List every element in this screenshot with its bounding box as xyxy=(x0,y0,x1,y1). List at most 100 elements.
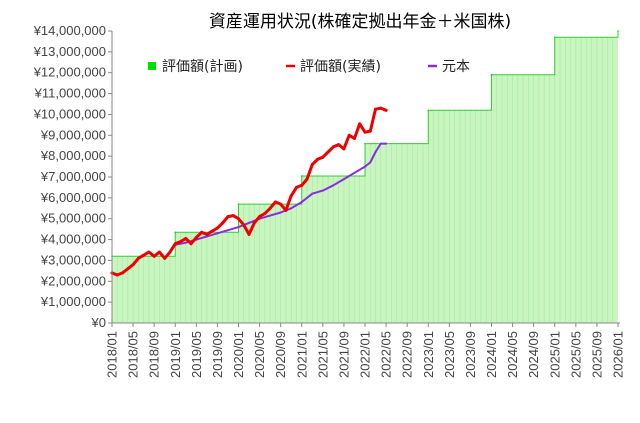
actual-line-point xyxy=(326,150,330,154)
actual-line-point xyxy=(115,273,119,277)
actual-line-point xyxy=(352,136,356,140)
actual-line-point xyxy=(126,267,130,271)
principal-line-point xyxy=(290,207,293,210)
actual-line-point xyxy=(310,162,314,166)
legend-item: 評価額(計画) xyxy=(148,59,243,75)
principal-line-point xyxy=(226,229,229,232)
actual-line-point xyxy=(205,232,209,236)
y-tick-label: ¥2,000,000 xyxy=(40,273,106,288)
chart-legend: 評価額(計画) 評価額(実績) 元本 xyxy=(148,59,470,75)
actual-line-point xyxy=(168,250,172,254)
principal-line-point xyxy=(279,211,282,214)
principal-line-point xyxy=(300,201,303,204)
plan-point xyxy=(237,203,240,205)
y-tick-label: ¥12,000,000 xyxy=(33,65,106,80)
x-tick-label: 2023/01 xyxy=(421,331,436,378)
principal-line-point xyxy=(269,214,272,217)
actual-line-point xyxy=(337,143,341,147)
x-tick-label: 2020/09 xyxy=(273,331,288,378)
plan-point xyxy=(427,109,430,112)
actual-line-point xyxy=(347,133,351,137)
legend-label: 元本 xyxy=(442,59,470,75)
plan-point xyxy=(300,175,303,177)
x-tick-label: 2019/01 xyxy=(168,331,183,378)
chart-title: 資産運用状況(株確定拠出年金＋米国株) xyxy=(209,12,511,32)
principal-line-point xyxy=(248,221,251,224)
actual-line-point xyxy=(247,232,251,236)
actual-line-point xyxy=(284,208,288,212)
actual-line-point xyxy=(316,157,320,161)
actual-line-point xyxy=(189,242,193,246)
actual-line-point xyxy=(289,194,293,198)
principal-line-point xyxy=(311,192,314,195)
actual-line-point xyxy=(379,106,383,110)
actual-line-point xyxy=(268,206,272,210)
actual-line-point xyxy=(237,217,240,221)
x-tick-label: 2019/05 xyxy=(189,331,204,378)
legend-swatch xyxy=(148,62,156,70)
legend-label: 評価額(計画) xyxy=(162,59,243,75)
principal-line-point xyxy=(342,178,345,181)
principal-line-point xyxy=(385,142,388,145)
y-tick-label: ¥1,000,000 xyxy=(40,294,106,309)
x-tick-label: 2018/09 xyxy=(147,331,162,378)
x-tick-label: 2025/01 xyxy=(547,331,562,378)
x-tick-label: 2021/05 xyxy=(315,331,330,378)
actual-line-point xyxy=(221,221,225,225)
plan-point xyxy=(174,231,177,234)
plan-point xyxy=(617,30,619,32)
actual-line-point xyxy=(173,242,177,246)
x-tick-label: 2024/09 xyxy=(526,331,541,378)
actual-line-point xyxy=(147,250,151,254)
legend-item: 元本 xyxy=(428,59,470,75)
plan-point xyxy=(553,36,556,39)
actual-line-point xyxy=(331,145,335,149)
actual-line-point xyxy=(231,214,235,218)
plan-point xyxy=(490,74,493,76)
actual-line-point xyxy=(157,250,161,254)
actual-line-point xyxy=(131,263,135,267)
y-tick-label: ¥3,000,000 xyxy=(40,252,106,267)
principal-line-point xyxy=(237,226,240,229)
y-axis: ¥0 ¥1,000,000 ¥2,000,000 ¥3,000,000 ¥4,000,0… xyxy=(33,23,113,330)
actual-line-point xyxy=(252,221,256,225)
x-tick-label: 2024/05 xyxy=(505,331,520,378)
plot-area xyxy=(110,30,619,323)
legend-item: 評価額(実績) xyxy=(286,59,381,75)
actual-line-point xyxy=(194,235,198,239)
principal-line-point xyxy=(369,161,372,164)
actual-line-point xyxy=(210,229,214,233)
actual-line-point xyxy=(152,254,156,258)
x-tick-label: 2025/09 xyxy=(589,331,604,378)
legend-label: 評価額(実績) xyxy=(300,59,381,75)
x-tick-label: 2021/01 xyxy=(294,331,309,378)
y-tick-label: ¥6,000,000 xyxy=(40,190,106,205)
x-tick-label: 2023/09 xyxy=(463,331,478,378)
principal-line-point xyxy=(216,232,219,235)
y-tick-label: ¥4,000,000 xyxy=(40,232,106,247)
x-tick-label: 2020/01 xyxy=(231,331,246,378)
x-tick-label: 2021/09 xyxy=(336,331,351,378)
y-tick-label: ¥13,000,000 xyxy=(33,44,106,59)
y-tick-label: ¥10,000,000 xyxy=(33,106,106,121)
principal-line-point xyxy=(184,241,187,244)
principal-line-point xyxy=(321,189,324,192)
actual-line-point xyxy=(279,202,283,206)
y-tick-label: ¥14,000,000 xyxy=(33,23,106,38)
actual-line-point xyxy=(226,215,230,219)
actual-line-point xyxy=(273,200,277,204)
principal-line-point xyxy=(205,235,208,238)
plan-point xyxy=(364,142,366,145)
x-tick-label: 2023/05 xyxy=(442,331,457,378)
x-tick-label: 2018/05 xyxy=(126,331,141,378)
actual-line-point xyxy=(258,215,262,219)
x-tick-label: 2020/05 xyxy=(252,331,267,378)
principal-line-point xyxy=(374,150,377,153)
actual-line-point xyxy=(368,129,372,133)
principal-line-point xyxy=(379,142,382,145)
x-axis: 2018/01 2018/05 2018/09 2019/01 2019/05 2019/… xyxy=(105,322,626,378)
x-tick-label: 2022/05 xyxy=(379,331,394,378)
y-tick-label: ¥9,000,000 xyxy=(40,127,106,142)
actual-line-point xyxy=(294,185,298,189)
